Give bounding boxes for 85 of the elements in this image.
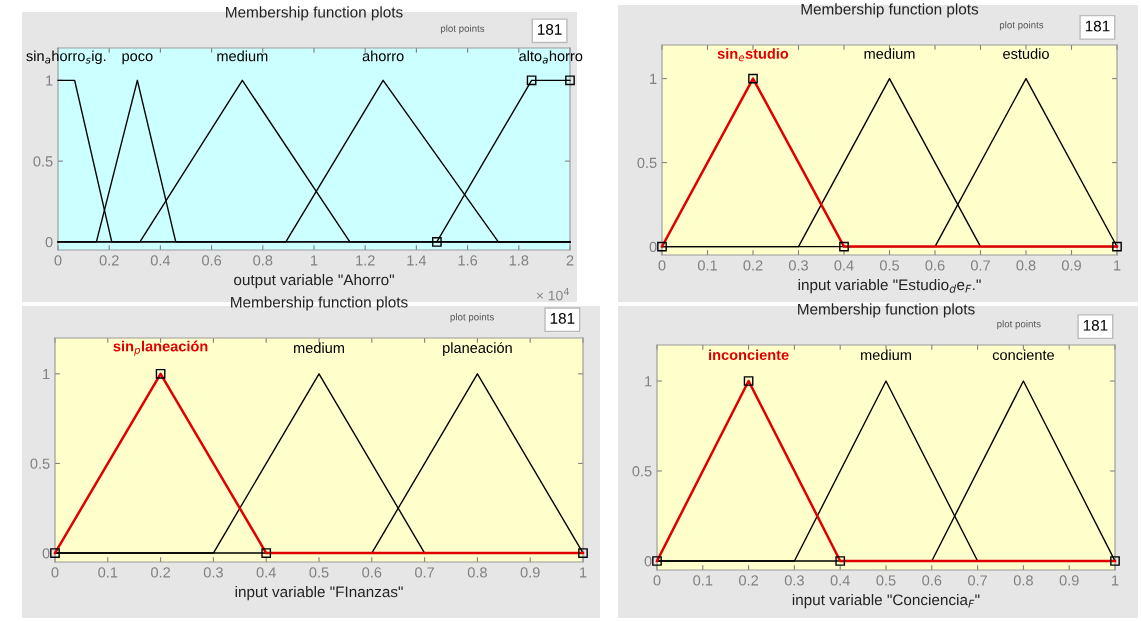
chart-title: Membership function plots xyxy=(798,303,975,318)
x-tick-label: 0.5 xyxy=(309,567,329,578)
text: × 10$^{4}$ xyxy=(536,287,570,301)
x-tick-label: 0.9 xyxy=(1061,260,1081,271)
chart-title: Membership function plots xyxy=(226,6,403,21)
y-tick-label: 1 xyxy=(645,376,652,387)
x-tick-label: 1 xyxy=(1112,575,1119,586)
x-tick-label: 0.8 xyxy=(1013,575,1033,586)
x-axis-title: output variable "Ahorro" xyxy=(234,274,394,289)
series-label: medium xyxy=(294,342,344,354)
x-tick-label: 2 xyxy=(566,255,574,266)
x-tick-label: 0.7 xyxy=(970,260,990,271)
text: 181 xyxy=(538,24,562,35)
x-tick-label: 0.2 xyxy=(743,260,763,271)
text: plot points xyxy=(997,320,1041,330)
text: 181 xyxy=(1083,319,1108,331)
x-tick-label: 0.7 xyxy=(968,575,988,586)
x-tick-label: 0.6 xyxy=(202,255,222,266)
series-label: ahorro xyxy=(362,50,404,62)
series-label: planeación xyxy=(443,342,512,356)
x-tick-label: 0.3 xyxy=(203,567,223,578)
text: 181 xyxy=(1085,20,1110,32)
series-label: medium xyxy=(864,48,915,59)
series-label: poco xyxy=(122,53,153,65)
series-label: conciente xyxy=(992,349,1054,361)
x-tick-label: 1.6 xyxy=(458,255,478,266)
x-tick-label: 0.5 xyxy=(879,260,900,271)
y-tick-label: 0 xyxy=(42,548,50,559)
x-tick-label: 0 xyxy=(54,255,62,266)
y-tick-label: 0 xyxy=(649,241,657,253)
x-tick-label: 0 xyxy=(658,260,666,271)
x-tick-label: 0.7 xyxy=(415,567,435,578)
x-tick-label: 0.1 xyxy=(697,260,717,271)
series-label: estudio xyxy=(1003,48,1049,59)
chart-title: Membership function plots xyxy=(231,296,408,311)
y-tick-label: 0 xyxy=(45,237,53,248)
x-tick-label: 1 xyxy=(580,567,587,578)
y-tick-label: 1 xyxy=(650,73,657,84)
text: 181 xyxy=(550,312,575,324)
x-axis-title: input variable "Estudio$_{d}$e$_{F}$." xyxy=(798,279,981,294)
x-tick-label: 0.9 xyxy=(1059,575,1079,586)
y-tick-label: 0.5 xyxy=(33,156,53,167)
x-axis-title: input variable "FInanzas" xyxy=(235,586,403,601)
x-tick-label: 0.2 xyxy=(739,575,759,586)
x-axis-title: input variable "Conciencia$_{F}$" xyxy=(792,594,980,609)
x-tick-label: 0.6 xyxy=(925,260,945,271)
y-tick-label: 1 xyxy=(43,369,50,380)
x-tick-label: 0.3 xyxy=(784,575,804,586)
text: plot points xyxy=(450,313,494,323)
x-tick-label: 0.4 xyxy=(256,567,276,578)
x-tick-label: 1 xyxy=(311,255,318,266)
x-tick-label: 0.6 xyxy=(922,575,942,586)
x-tick-label: 0.1 xyxy=(693,575,713,586)
x-tick-label: 0.2 xyxy=(151,567,171,578)
x-tick-label: 0.4 xyxy=(150,255,171,266)
series-label: sin$_{a}$horro$_{s}$ig. xyxy=(26,50,106,65)
series-label: sin$_{e}$studio xyxy=(717,48,789,62)
x-tick-label: 0.6 xyxy=(362,567,382,578)
series-label: medium xyxy=(861,349,911,361)
x-tick-label: 0.8 xyxy=(253,255,273,266)
y-tick-label: 0 xyxy=(644,556,652,567)
x-tick-label: 0.5 xyxy=(876,575,896,586)
series-label: sin$_{p}$laneación xyxy=(113,340,208,356)
x-tick-label: 1.8 xyxy=(509,255,529,266)
y-tick-label: 0.5 xyxy=(632,466,652,477)
x-tick-label: 0.4 xyxy=(830,575,850,586)
x-tick-label: 0.2 xyxy=(99,255,119,266)
y-tick-label: 0.5 xyxy=(30,458,50,469)
x-tick-label: 0.8 xyxy=(467,567,487,578)
x-tick-label: 1.2 xyxy=(356,255,375,266)
text: plot points xyxy=(440,24,485,34)
series-label: alto$_{a}$horro xyxy=(519,50,583,64)
chart-title: Membership function plots xyxy=(801,3,979,18)
x-tick-label: 1 xyxy=(1114,260,1121,271)
series-label: medium xyxy=(217,50,268,62)
x-tick-label: 0.4 xyxy=(834,260,854,271)
series-label: inconciente xyxy=(709,349,789,361)
x-tick-label: 0.9 xyxy=(520,567,540,578)
y-tick-label: 0.5 xyxy=(637,157,657,169)
x-tick-label: 0.8 xyxy=(1016,260,1036,271)
y-tick-label: 1 xyxy=(46,75,53,86)
text: plot points xyxy=(999,21,1044,31)
x-tick-label: 1.4 xyxy=(407,255,427,266)
x-tick-label: 0.3 xyxy=(788,260,808,271)
x-tick-label: 0.1 xyxy=(98,567,118,578)
